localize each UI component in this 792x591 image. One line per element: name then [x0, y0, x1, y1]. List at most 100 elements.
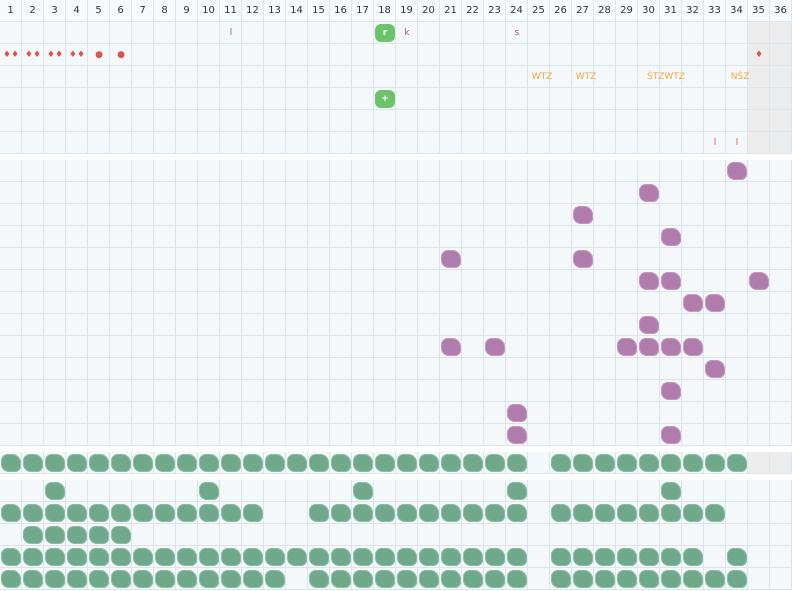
middle-section-cell[interactable]: [660, 402, 682, 424]
top-section-cell[interactable]: [616, 66, 638, 88]
column-header-4[interactable]: 4: [66, 0, 88, 22]
bottom-section-cell[interactable]: [704, 480, 726, 502]
green-entry[interactable]: [199, 570, 219, 588]
middle-section-cell[interactable]: [22, 336, 44, 358]
middle-section-cell[interactable]: [374, 292, 396, 314]
middle-section-cell[interactable]: [154, 380, 176, 402]
green-entry[interactable]: [177, 548, 197, 566]
green-entry[interactable]: [683, 454, 703, 472]
top-section-cell[interactable]: [770, 22, 792, 44]
middle-section-cell[interactable]: [154, 160, 176, 182]
middle-section-cell[interactable]: [110, 380, 132, 402]
bottom-section-cell[interactable]: [770, 568, 792, 590]
top-section-cell[interactable]: [0, 44, 22, 66]
green-entry[interactable]: [243, 570, 263, 588]
middle-section-cell[interactable]: [440, 226, 462, 248]
top-section-cell[interactable]: [440, 66, 462, 88]
column-header-23[interactable]: 23: [484, 0, 506, 22]
middle-section-cell[interactable]: [418, 424, 440, 446]
green-entry[interactable]: [419, 548, 439, 566]
middle-section-cell[interactable]: [330, 248, 352, 270]
green-entry[interactable]: [573, 504, 593, 522]
middle-section-cell[interactable]: [66, 204, 88, 226]
bottom-section-cell[interactable]: [308, 480, 330, 502]
middle-section-cell[interactable]: [616, 424, 638, 446]
bottom-section-cell[interactable]: [528, 546, 550, 568]
top-section-cell[interactable]: [660, 44, 682, 66]
top-section-cell[interactable]: [22, 44, 44, 66]
middle-section-cell[interactable]: [572, 270, 594, 292]
purple-entry[interactable]: [749, 272, 769, 290]
middle-section-cell[interactable]: [704, 204, 726, 226]
top-section-cell[interactable]: [66, 110, 88, 132]
middle-section-cell[interactable]: [550, 336, 572, 358]
top-section-cell[interactable]: [0, 88, 22, 110]
middle-section-cell[interactable]: [572, 292, 594, 314]
middle-section-cell[interactable]: [44, 358, 66, 380]
summary-row-cell[interactable]: [528, 452, 550, 474]
top-section-cell[interactable]: [264, 22, 286, 44]
bottom-section-cell[interactable]: [748, 524, 770, 546]
middle-section-cell[interactable]: [132, 226, 154, 248]
middle-section-cell[interactable]: [418, 336, 440, 358]
middle-section-cell[interactable]: [132, 160, 154, 182]
middle-section-cell[interactable]: [198, 402, 220, 424]
purple-entry[interactable]: [661, 426, 681, 444]
column-header-32[interactable]: 32: [682, 0, 704, 22]
top-section-cell[interactable]: [44, 44, 66, 66]
green-entry[interactable]: [309, 548, 329, 566]
middle-section-cell[interactable]: [198, 248, 220, 270]
middle-section-cell[interactable]: [594, 292, 616, 314]
column-header-7[interactable]: 7: [132, 0, 154, 22]
middle-section-cell[interactable]: [770, 270, 792, 292]
middle-section-cell[interactable]: [66, 402, 88, 424]
column-header-18[interactable]: 18: [374, 0, 396, 22]
top-section-cell[interactable]: [22, 132, 44, 154]
column-header-9[interactable]: 9: [176, 0, 198, 22]
bottom-section-cell[interactable]: [88, 480, 110, 502]
middle-section-cell[interactable]: [374, 358, 396, 380]
green-entry[interactable]: [265, 570, 285, 588]
middle-section-cell[interactable]: [594, 402, 616, 424]
middle-section-cell[interactable]: [66, 424, 88, 446]
middle-section-cell[interactable]: [0, 292, 22, 314]
middle-section-cell[interactable]: [330, 402, 352, 424]
middle-section-cell[interactable]: [484, 248, 506, 270]
green-entry[interactable]: [155, 504, 175, 522]
green-entry[interactable]: [661, 504, 681, 522]
middle-section-cell[interactable]: [22, 226, 44, 248]
middle-section-cell[interactable]: [726, 314, 748, 336]
purple-entry[interactable]: [661, 338, 681, 356]
green-entry[interactable]: [507, 570, 527, 588]
green-entry[interactable]: [45, 548, 65, 566]
top-section-cell[interactable]: [572, 44, 594, 66]
green-entry[interactable]: [441, 454, 461, 472]
purple-entry[interactable]: [573, 250, 593, 268]
top-section-cell[interactable]: [242, 44, 264, 66]
middle-section-cell[interactable]: [396, 314, 418, 336]
column-header-27[interactable]: 27: [572, 0, 594, 22]
middle-section-cell[interactable]: [616, 182, 638, 204]
top-section-cell[interactable]: [660, 110, 682, 132]
green-entry[interactable]: [353, 548, 373, 566]
middle-section-cell[interactable]: [88, 402, 110, 424]
middle-section-cell[interactable]: [286, 226, 308, 248]
middle-section-cell[interactable]: [22, 402, 44, 424]
top-section-cell[interactable]: [770, 44, 792, 66]
middle-section-cell[interactable]: [286, 358, 308, 380]
middle-section-cell[interactable]: [242, 424, 264, 446]
middle-section-cell[interactable]: [506, 358, 528, 380]
green-entry[interactable]: [441, 570, 461, 588]
green-entry[interactable]: [1, 454, 21, 472]
middle-section-cell[interactable]: [682, 402, 704, 424]
top-section-cell[interactable]: [242, 132, 264, 154]
top-section-cell[interactable]: [462, 110, 484, 132]
green-entry[interactable]: [353, 504, 373, 522]
middle-section-cell[interactable]: [286, 204, 308, 226]
middle-section-cell[interactable]: [352, 270, 374, 292]
middle-section-cell[interactable]: [594, 204, 616, 226]
middle-section-cell[interactable]: [242, 336, 264, 358]
purple-entry[interactable]: [661, 382, 681, 400]
green-entry[interactable]: [89, 454, 109, 472]
middle-section-cell[interactable]: [66, 380, 88, 402]
